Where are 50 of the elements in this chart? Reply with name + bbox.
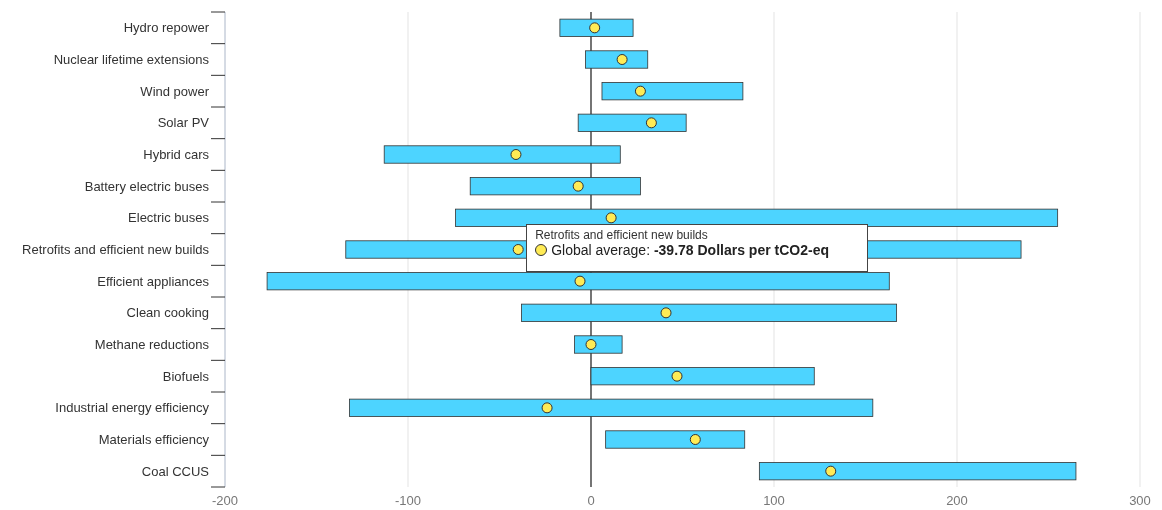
tooltip-box: Retrofits and efficient new builds Global average: -39.78 Dollars per tCO2-eq	[526, 223, 869, 272]
y-tick-label: Industrial energy efficiency	[55, 400, 210, 416]
point	[825, 465, 837, 477]
y-tick-label: Retrofits and efficient new builds	[22, 242, 210, 258]
point	[541, 402, 553, 414]
x-tick-label: -200	[211, 493, 239, 508]
point	[510, 149, 522, 160]
bar	[559, 18, 634, 37]
point	[645, 117, 657, 129]
point	[689, 434, 701, 445]
y-tick-label: Materials efficiency	[98, 432, 210, 448]
bar	[469, 177, 641, 196]
point	[512, 244, 524, 255]
y-tick-label: Nuclear lifetime extensions	[53, 52, 210, 68]
y-tick-label: Battery electric buses	[84, 178, 210, 194]
x-tick-label: 300	[1129, 493, 1151, 508]
x-tick-label: 0	[587, 493, 595, 508]
point	[572, 180, 584, 192]
bar	[605, 430, 746, 449]
point	[585, 339, 597, 350]
bar	[521, 303, 898, 322]
y-tick-label: Clean cooking	[126, 305, 209, 321]
bar	[585, 50, 649, 69]
y-tick-label: Hybrid cars	[143, 147, 210, 163]
y-tick-label: Biofuels	[162, 368, 210, 384]
bar	[758, 462, 1077, 481]
y-tick-label: Methane reductions	[94, 337, 210, 353]
x-tick-label: 200	[946, 493, 968, 508]
y-tick-label: Electric buses	[128, 210, 210, 226]
point	[634, 85, 646, 97]
bar	[266, 272, 890, 291]
point	[605, 212, 617, 224]
y-tick-label: Wind power	[140, 83, 210, 99]
bar	[577, 113, 687, 132]
x-tick-label: -100	[394, 493, 422, 508]
y-tick-label: Coal CCUS	[141, 463, 210, 479]
point	[574, 275, 586, 287]
point	[616, 54, 628, 65]
bar	[601, 82, 744, 101]
point	[671, 370, 683, 382]
point	[660, 307, 672, 319]
bar	[349, 398, 874, 417]
annotation: Retrofits and efficient new builds Global average: -39.78 Dollars per tCO2-eq	[535, 227, 830, 258]
y-tick-label: Efficient appliances	[97, 273, 210, 289]
point	[589, 22, 601, 34]
bar	[383, 145, 621, 164]
x-tick-label: 100	[763, 493, 785, 508]
y-tick-label: Solar PV	[157, 115, 210, 131]
y-tick-label: Hydro repower	[123, 20, 210, 36]
bar	[590, 367, 815, 386]
